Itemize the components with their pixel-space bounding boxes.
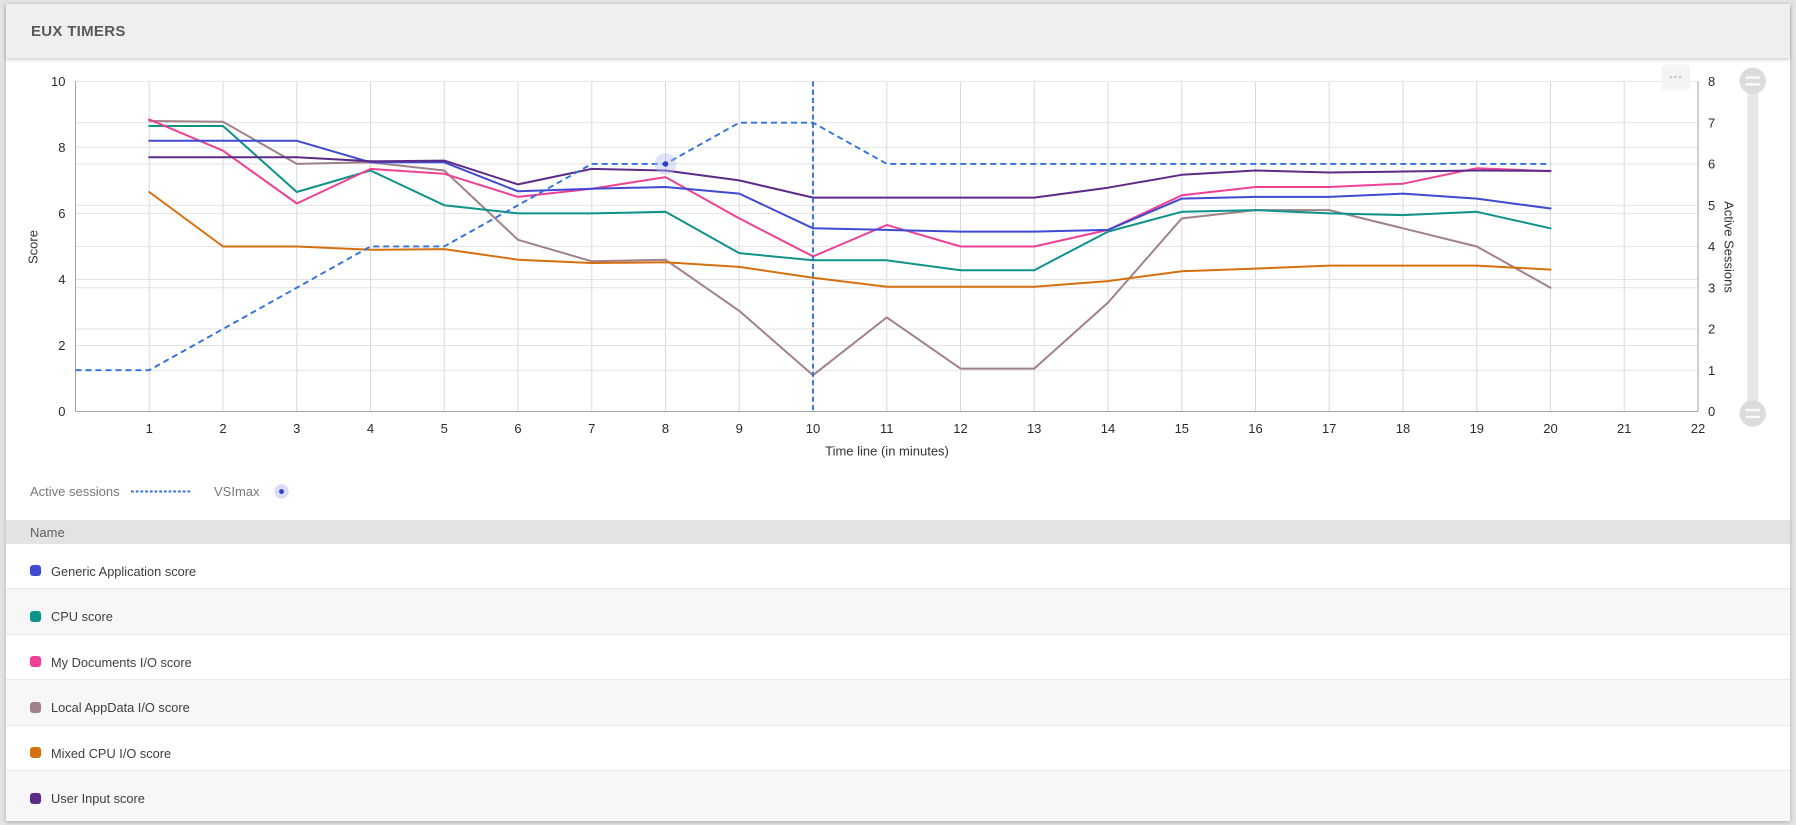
svg-text:Active sessions: Active sessions: [30, 484, 120, 499]
svg-text:7: 7: [1708, 115, 1715, 130]
svg-text:2: 2: [1708, 322, 1715, 337]
svg-text:19: 19: [1470, 421, 1484, 436]
svg-text:8: 8: [58, 140, 65, 155]
svg-text:9: 9: [736, 421, 743, 436]
svg-text:3: 3: [293, 421, 300, 436]
svg-text:8: 8: [1708, 74, 1715, 89]
svg-text:1: 1: [146, 421, 153, 436]
svg-text:2: 2: [219, 421, 226, 436]
svg-text:3: 3: [1708, 280, 1715, 295]
svg-text:10: 10: [51, 74, 65, 89]
svg-text:22: 22: [1691, 421, 1705, 436]
svg-text:11: 11: [880, 421, 894, 436]
svg-text:VSImax: VSImax: [214, 484, 260, 499]
svg-text:2: 2: [58, 338, 65, 353]
svg-text:10: 10: [806, 421, 820, 436]
svg-text:Time line (in minutes): Time line (in minutes): [825, 444, 949, 459]
svg-text:18: 18: [1396, 421, 1410, 436]
svg-text:4: 4: [1708, 239, 1715, 254]
svg-text:14: 14: [1101, 421, 1115, 436]
svg-text:5: 5: [1708, 198, 1715, 213]
svg-text:6: 6: [1708, 157, 1715, 172]
svg-text:Active Sessions: Active Sessions: [1722, 201, 1737, 293]
svg-text:17: 17: [1322, 421, 1336, 436]
svg-text:16: 16: [1248, 421, 1262, 436]
svg-text:8: 8: [662, 421, 669, 436]
svg-text:15: 15: [1175, 421, 1189, 436]
svg-text:Score: Score: [26, 230, 41, 264]
svg-text:1: 1: [1708, 363, 1715, 378]
svg-text:12: 12: [953, 421, 967, 436]
svg-text:0: 0: [1708, 404, 1715, 419]
svg-text:20: 20: [1543, 421, 1557, 436]
svg-text:5: 5: [441, 421, 448, 436]
svg-text:13: 13: [1027, 421, 1041, 436]
svg-text:7: 7: [588, 421, 595, 436]
svg-text:0: 0: [58, 404, 65, 419]
svg-text:6: 6: [514, 421, 521, 436]
svg-text:4: 4: [58, 272, 65, 287]
svg-text:4: 4: [367, 421, 374, 436]
svg-text:21: 21: [1617, 421, 1631, 436]
svg-text:6: 6: [58, 206, 65, 221]
